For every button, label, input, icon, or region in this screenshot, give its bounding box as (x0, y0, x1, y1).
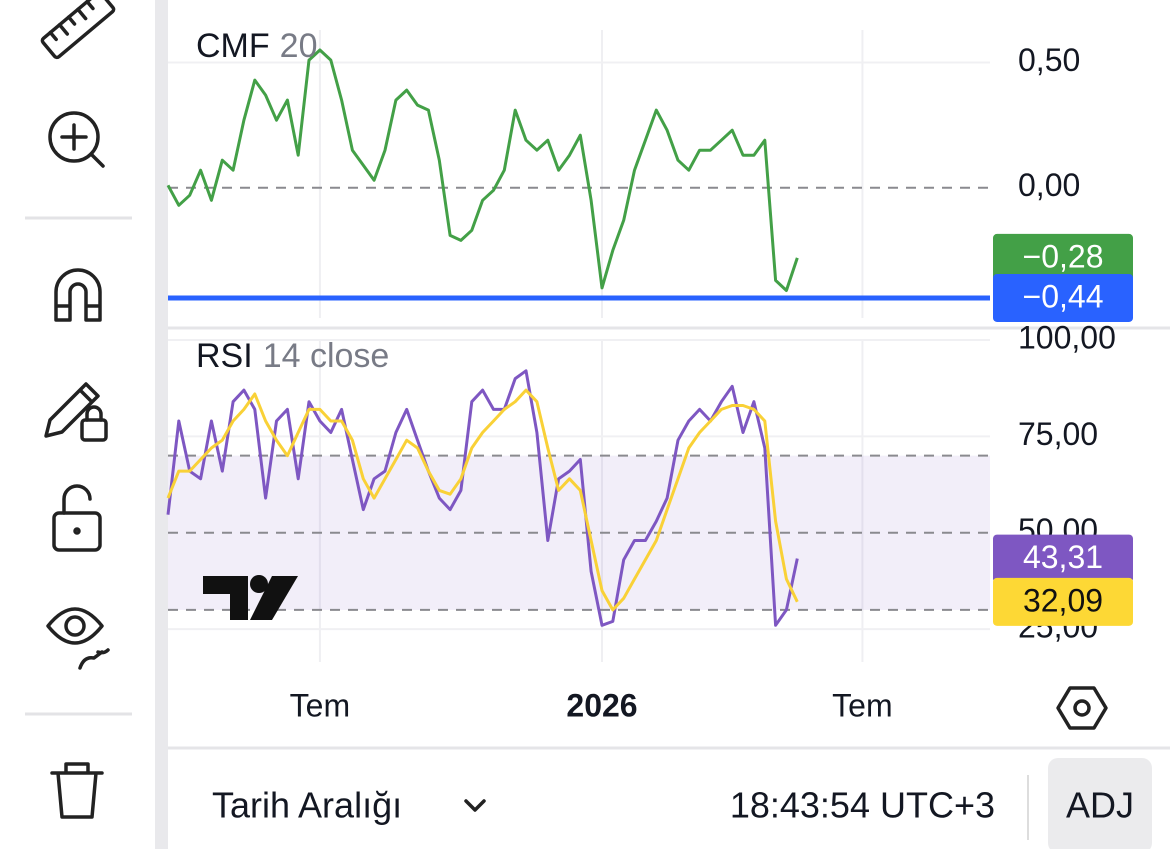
indicator-name: CMF (196, 27, 270, 65)
time-label: Tem (290, 687, 350, 723)
price-badge (993, 534, 1133, 583)
indicator-line (166, 369, 799, 627)
ruler-tool[interactable] (40, 0, 116, 60)
range-chevron[interactable] (464, 799, 486, 812)
range-button[interactable]: Tarih Aralığı (212, 785, 402, 826)
price-badge-label: −0,28 (1023, 238, 1104, 274)
indicator-name: RSI (196, 337, 253, 375)
clock: 18:43:54 UTC+3 (730, 785, 995, 826)
indicator-title: RSI 14 close (196, 337, 389, 375)
adj-button-bg[interactable] (1048, 758, 1152, 849)
chart-panes: Tem 2026 Tem 0,50 0,00 −0,28 −0,44 CMF 20 100,00 7… (166, 27, 1133, 723)
lock-drawings-tool[interactable] (44, 382, 108, 442)
indicator-params: 20 (280, 27, 318, 65)
y-tick-label: 75,00 (1018, 416, 1098, 452)
indicator-line (166, 388, 799, 612)
y-tick-label: 0,00 (1018, 167, 1080, 203)
toolbar (25, 0, 168, 849)
y-tick-label: 0,50 (1018, 42, 1080, 78)
price-badge (993, 273, 1133, 322)
price-badge (993, 233, 1133, 282)
price-badge-label: 32,09 (1023, 582, 1103, 618)
price-badge (993, 577, 1133, 626)
adj-button[interactable]: ADJ (1066, 785, 1134, 826)
zoom-tool[interactable] (48, 111, 105, 168)
unlock-tool[interactable] (52, 484, 102, 552)
price-badge-label: 43,31 (1023, 539, 1103, 575)
price-badge-label: −0,44 (1023, 278, 1104, 314)
time-label: Tem (832, 687, 892, 723)
visibility-tool[interactable] (46, 607, 110, 670)
time-label: 2026 (566, 687, 637, 723)
magnet-tool[interactable] (54, 268, 102, 322)
toolbar-border (155, 0, 168, 849)
indicator-title: CMF 20 (196, 27, 317, 65)
axis-settings-button[interactable] (1056, 686, 1108, 730)
indicator-params: 14 close (263, 337, 390, 375)
indicator-line (166, 48, 799, 292)
delete-tool[interactable] (50, 762, 104, 819)
logo (203, 575, 298, 620)
y-tick-label: 100,00 (1018, 319, 1116, 355)
